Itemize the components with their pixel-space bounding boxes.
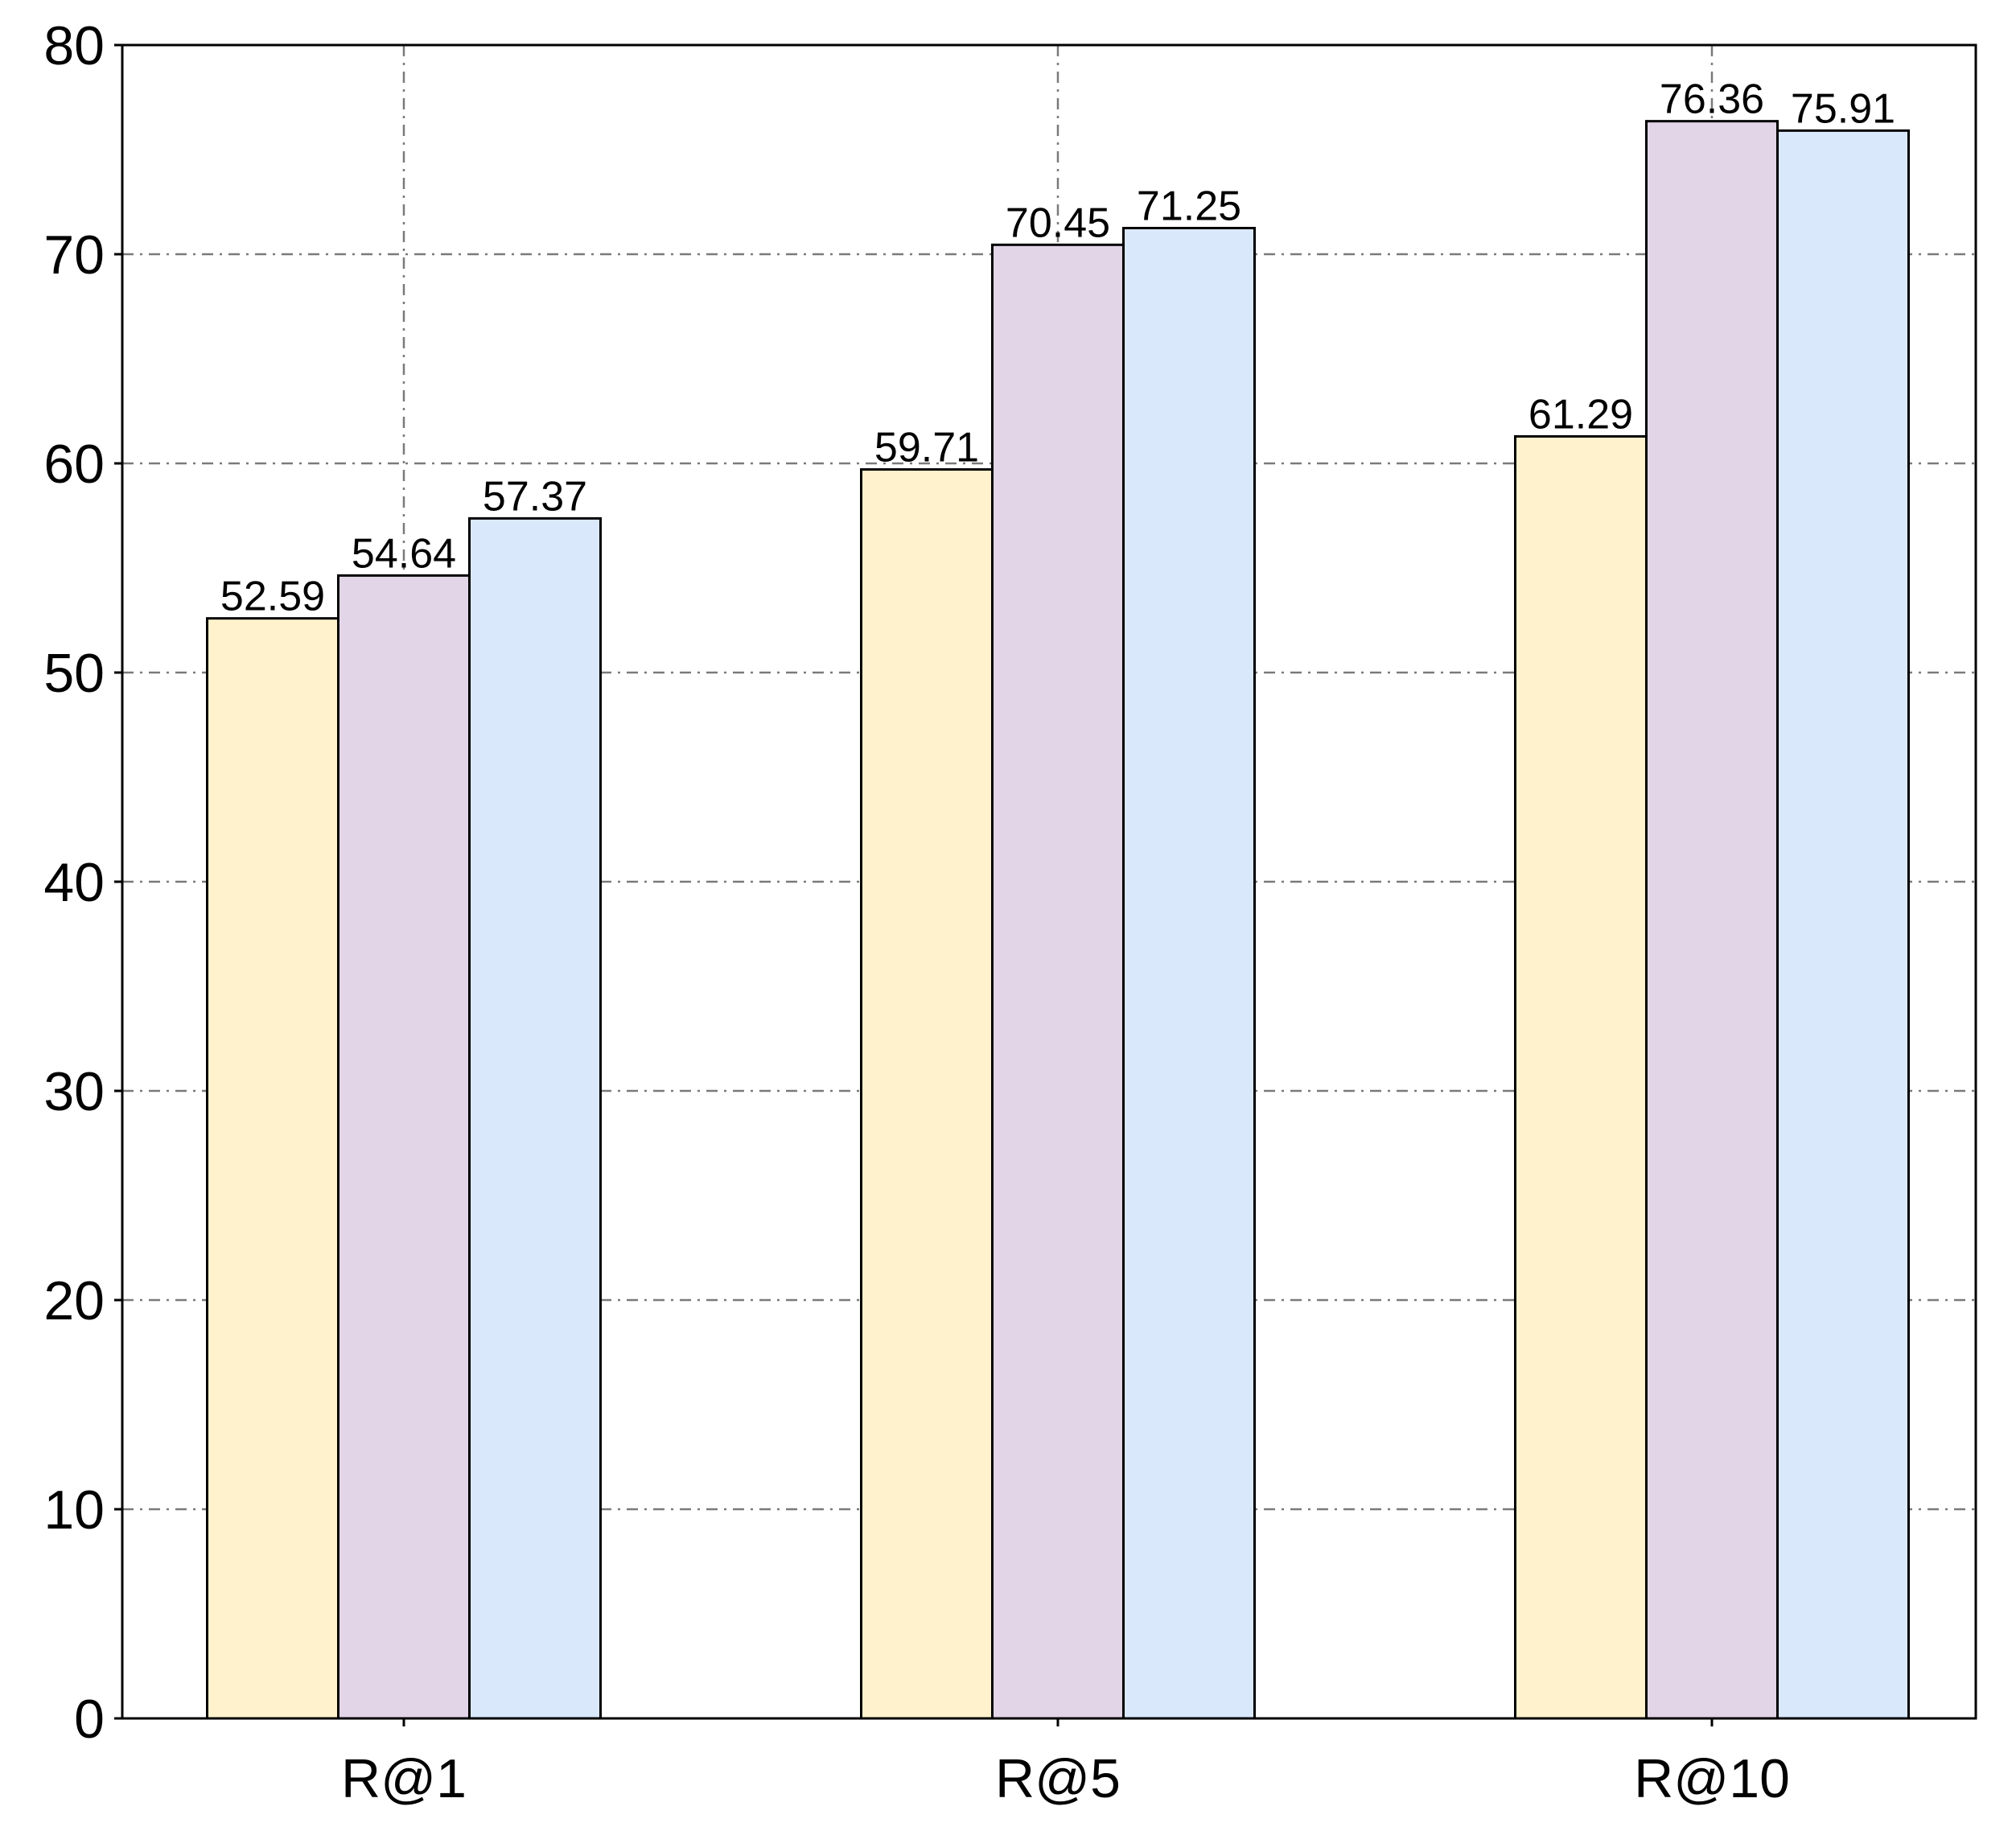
x-tick-label: R@10 [1634, 1748, 1790, 1809]
y-tick-label: 30 [43, 1061, 105, 1122]
bar-value-label: 75.91 [1791, 85, 1895, 132]
bar [860, 468, 994, 1720]
bar [1645, 120, 1779, 1720]
x-tick-label: R@5 [995, 1748, 1121, 1809]
y-tick-label: 60 [43, 434, 105, 495]
y-tick-label: 80 [43, 15, 105, 76]
bar-value-label: 71.25 [1137, 183, 1241, 230]
bar [1776, 129, 1910, 1720]
bar-value-label: 70.45 [1006, 200, 1110, 246]
x-axis: R@1 R@5 R@10 [341, 1718, 1790, 1809]
bar-value-label: 54.64 [352, 530, 456, 577]
bar [337, 574, 471, 1720]
bar-value-label: 76.36 [1660, 76, 1764, 123]
y-axis: 0 10 20 30 40 50 60 70 80 [43, 15, 122, 1750]
bar-value-label: 52.59 [220, 574, 325, 620]
y-tick-label: 70 [43, 224, 105, 286]
bar-value-label: 57.37 [483, 473, 587, 520]
y-tick-label: 40 [43, 852, 105, 913]
bar [468, 516, 602, 1720]
y-tick-label: 50 [43, 643, 105, 704]
bar [206, 617, 339, 1720]
y-tick-label: 0 [74, 1689, 105, 1750]
bar [1122, 227, 1256, 1720]
x-tick-label: R@1 [341, 1748, 467, 1809]
bars [206, 120, 1910, 1720]
bar-value-label: 59.71 [874, 425, 979, 471]
y-tick-label: 20 [43, 1270, 105, 1331]
y-tick-label: 10 [43, 1479, 105, 1541]
data-labels: 52.59 59.71 61.29 54.64 70.45 76.36 57.37 71.25… [220, 76, 1895, 620]
bar-value-label: 61.29 [1528, 391, 1633, 438]
bar [1514, 434, 1648, 1720]
bar [991, 243, 1125, 1720]
